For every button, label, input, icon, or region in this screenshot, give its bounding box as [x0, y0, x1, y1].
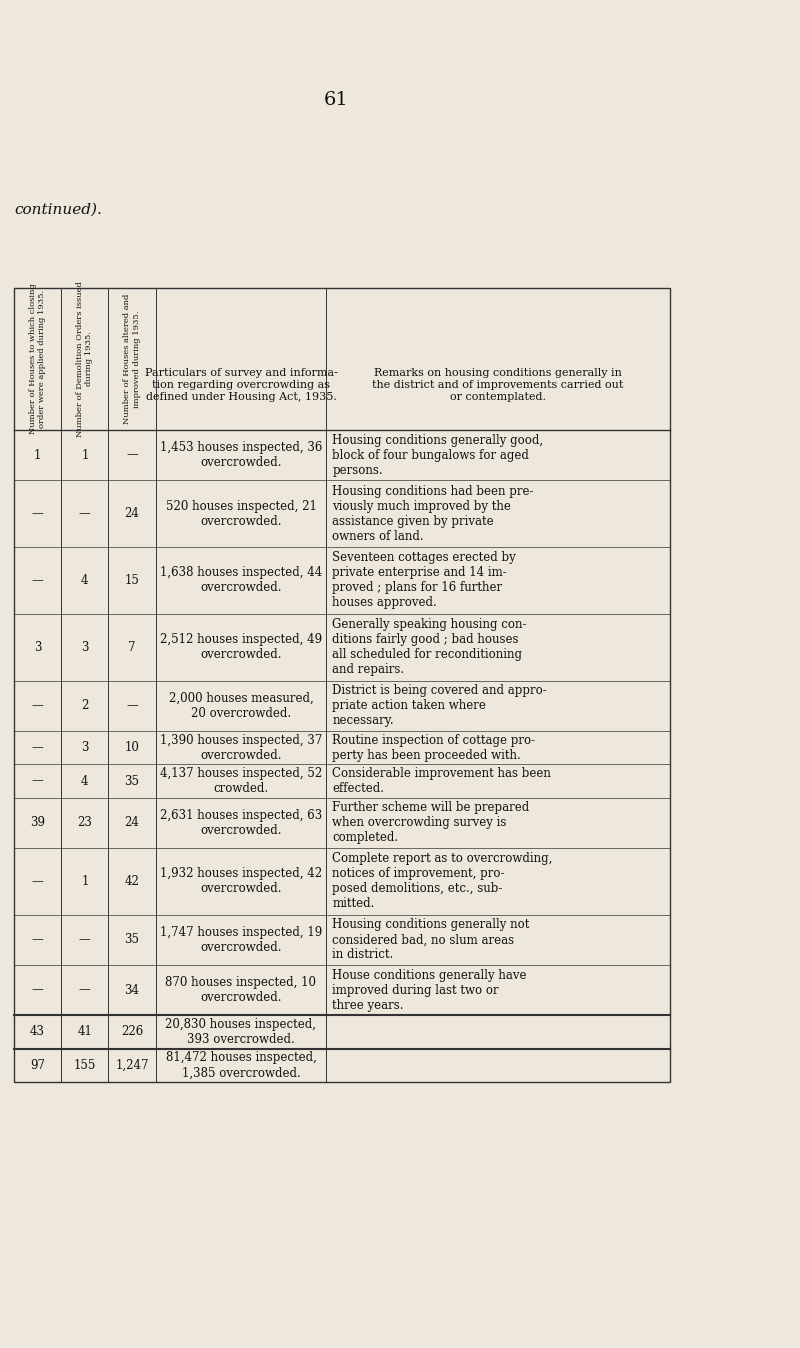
Text: —: —: [79, 984, 90, 996]
Text: Number of Houses altered and
improved during 1935.: Number of Houses altered and improved du…: [123, 294, 141, 425]
Text: 4: 4: [81, 775, 89, 787]
Text: —: —: [32, 775, 43, 787]
Text: —: —: [32, 574, 43, 586]
Text: Particulars of survey and informa-
tion regarding overcrowding as
defined under : Particulars of survey and informa- tion …: [145, 368, 338, 402]
Text: District is being covered and appro-
priate action taken where
necessary.: District is being covered and appro- pri…: [332, 685, 547, 728]
Text: 3: 3: [81, 640, 89, 654]
Text: Housing conditions generally not
considered bad, no slum areas
in district.: Housing conditions generally not conside…: [332, 918, 530, 961]
Text: 3: 3: [81, 741, 89, 754]
Text: 1,247: 1,247: [115, 1058, 149, 1072]
Text: 1,747 houses inspected, 19
overcrowded.: 1,747 houses inspected, 19 overcrowded.: [160, 926, 322, 954]
Text: 2,631 houses inspected, 63
overcrowded.: 2,631 houses inspected, 63 overcrowded.: [160, 809, 322, 837]
Text: 226: 226: [121, 1026, 143, 1038]
Text: Remarks on housing conditions generally in
the district and of improvements carr: Remarks on housing conditions generally …: [373, 368, 624, 402]
Text: 2,512 houses inspected, 49
overcrowded.: 2,512 houses inspected, 49 overcrowded.: [160, 634, 322, 662]
Text: 1: 1: [81, 449, 89, 461]
Text: —: —: [32, 700, 43, 712]
Text: 1: 1: [34, 449, 42, 461]
Text: Number of Houses to which closing
order were applied during 1935.: Number of Houses to which closing order …: [29, 283, 46, 434]
Text: Considerable improvement has been
effected.: Considerable improvement has been effect…: [332, 767, 551, 795]
Bar: [14, 288, 670, 1082]
Text: 24: 24: [125, 507, 139, 520]
Text: 1,390 houses inspected, 37
overcrowded.: 1,390 houses inspected, 37 overcrowded.: [160, 733, 322, 762]
Text: —: —: [32, 741, 43, 754]
Text: 870 houses inspected, 10
overcrowded.: 870 houses inspected, 10 overcrowded.: [166, 976, 317, 1004]
Text: 2,000 houses measured,
20 overcrowded.: 2,000 houses measured, 20 overcrowded.: [169, 692, 314, 720]
Text: Housing conditions had been pre-
viously much improved by the
assistance given b: Housing conditions had been pre- viously…: [332, 484, 534, 543]
Text: —: —: [79, 933, 90, 946]
Text: 42: 42: [125, 875, 139, 888]
Text: 41: 41: [78, 1026, 92, 1038]
Text: 34: 34: [125, 984, 139, 996]
Text: 97: 97: [30, 1058, 45, 1072]
Text: 1,932 houses inspected, 42
overcrowded.: 1,932 houses inspected, 42 overcrowded.: [160, 867, 322, 895]
Text: 520 houses inspected, 21
overcrowded.: 520 houses inspected, 21 overcrowded.: [166, 500, 317, 527]
Text: 4: 4: [81, 574, 89, 586]
Text: Complete report as to overcrowding,
notices of improvement, pro-
posed demolitio: Complete report as to overcrowding, noti…: [332, 852, 553, 910]
Text: 2: 2: [81, 700, 89, 712]
Text: Further scheme will be prepared
when overcrowding survey is
completed.: Further scheme will be prepared when ove…: [332, 801, 530, 844]
Text: 81,472 houses inspected,
1,385 overcrowded.: 81,472 houses inspected, 1,385 overcrowd…: [166, 1051, 317, 1080]
Text: 1: 1: [81, 875, 89, 888]
Text: 35: 35: [125, 775, 139, 787]
Text: Number of Demolition Orders issued
during 1935.: Number of Demolition Orders issued durin…: [76, 282, 94, 437]
Text: 1,453 houses inspected, 36
overcrowded.: 1,453 houses inspected, 36 overcrowded.: [160, 441, 322, 469]
Text: 23: 23: [78, 817, 92, 829]
Text: —: —: [126, 449, 138, 461]
Text: 3: 3: [34, 640, 42, 654]
Text: Generally speaking housing con-
ditions fairly good ; bad houses
all scheduled f: Generally speaking housing con- ditions …: [332, 619, 526, 677]
Text: 43: 43: [30, 1026, 45, 1038]
Text: —: —: [32, 507, 43, 520]
Text: 35: 35: [125, 933, 139, 946]
Text: continued).: continued).: [14, 204, 102, 217]
Text: Routine inspection of cottage pro-
perty has been proceeded with.: Routine inspection of cottage pro- perty…: [332, 733, 535, 762]
Text: —: —: [79, 507, 90, 520]
Text: 10: 10: [125, 741, 139, 754]
Text: —: —: [126, 700, 138, 712]
Text: Seventeen cottages erected by
private enterprise and 14 im-
proved ; plans for 1: Seventeen cottages erected by private en…: [332, 551, 516, 609]
Text: 155: 155: [74, 1058, 96, 1072]
Text: —: —: [32, 875, 43, 888]
Text: 15: 15: [125, 574, 139, 586]
Text: 1,638 houses inspected, 44
overcrowded.: 1,638 houses inspected, 44 overcrowded.: [160, 566, 322, 594]
Text: 20,830 houses inspected,
393 overcrowded.: 20,830 houses inspected, 393 overcrowded…: [166, 1018, 317, 1046]
Text: 24: 24: [125, 817, 139, 829]
Text: —: —: [32, 933, 43, 946]
Text: Housing conditions generally good,
block of four bungalows for aged
persons.: Housing conditions generally good, block…: [332, 434, 543, 477]
Text: 4,137 houses inspected, 52
crowded.: 4,137 houses inspected, 52 crowded.: [160, 767, 322, 795]
Text: 39: 39: [30, 817, 45, 829]
Text: —: —: [32, 984, 43, 996]
Text: 7: 7: [128, 640, 136, 654]
Text: House conditions generally have
improved during last two or
three years.: House conditions generally have improved…: [332, 969, 526, 1011]
Text: 61: 61: [324, 92, 348, 109]
